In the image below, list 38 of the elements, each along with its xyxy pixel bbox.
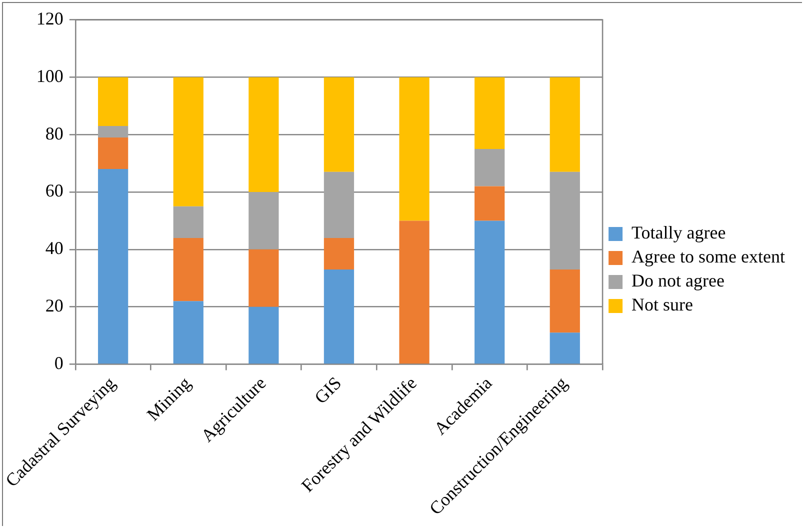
bar: [98, 126, 128, 138]
bar: [474, 148, 505, 186]
bar: [248, 77, 279, 192]
bar: [98, 169, 128, 364]
bar: [324, 77, 354, 172]
bar: [474, 77, 505, 149]
bar: [324, 238, 354, 270]
bar: [550, 77, 580, 172]
y-tick-label: 100: [36, 66, 64, 86]
bar: [324, 270, 354, 364]
y-tick-label: 60: [45, 180, 64, 201]
bar: [173, 301, 204, 364]
bar: [399, 77, 430, 221]
bar: [550, 270, 580, 333]
y-tick-label: 40: [45, 238, 64, 258]
legend-label: Agree to some extent: [632, 246, 786, 267]
legend-label: Not sure: [632, 294, 694, 315]
y-tick-label: 120: [36, 8, 64, 29]
bar: [98, 77, 128, 126]
bar: [550, 172, 580, 270]
legend-label: Do not agree: [632, 270, 725, 291]
y-tick-label: 80: [45, 123, 64, 144]
y-tick-label: 0: [54, 352, 64, 373]
bar: [550, 332, 580, 364]
legend-label: Totally agree: [632, 222, 726, 243]
bar: [248, 306, 279, 364]
bar: [324, 172, 354, 238]
bar: [248, 192, 279, 250]
bar: [474, 220, 505, 364]
bar: [248, 249, 279, 307]
bar: [98, 137, 128, 170]
bar: [173, 206, 204, 238]
bar: [399, 220, 430, 364]
bar: [173, 77, 204, 206]
bar: [474, 186, 505, 221]
y-tick-label: 20: [45, 296, 64, 316]
bar: [173, 238, 204, 302]
x-tick-label: GIS: [310, 372, 346, 408]
